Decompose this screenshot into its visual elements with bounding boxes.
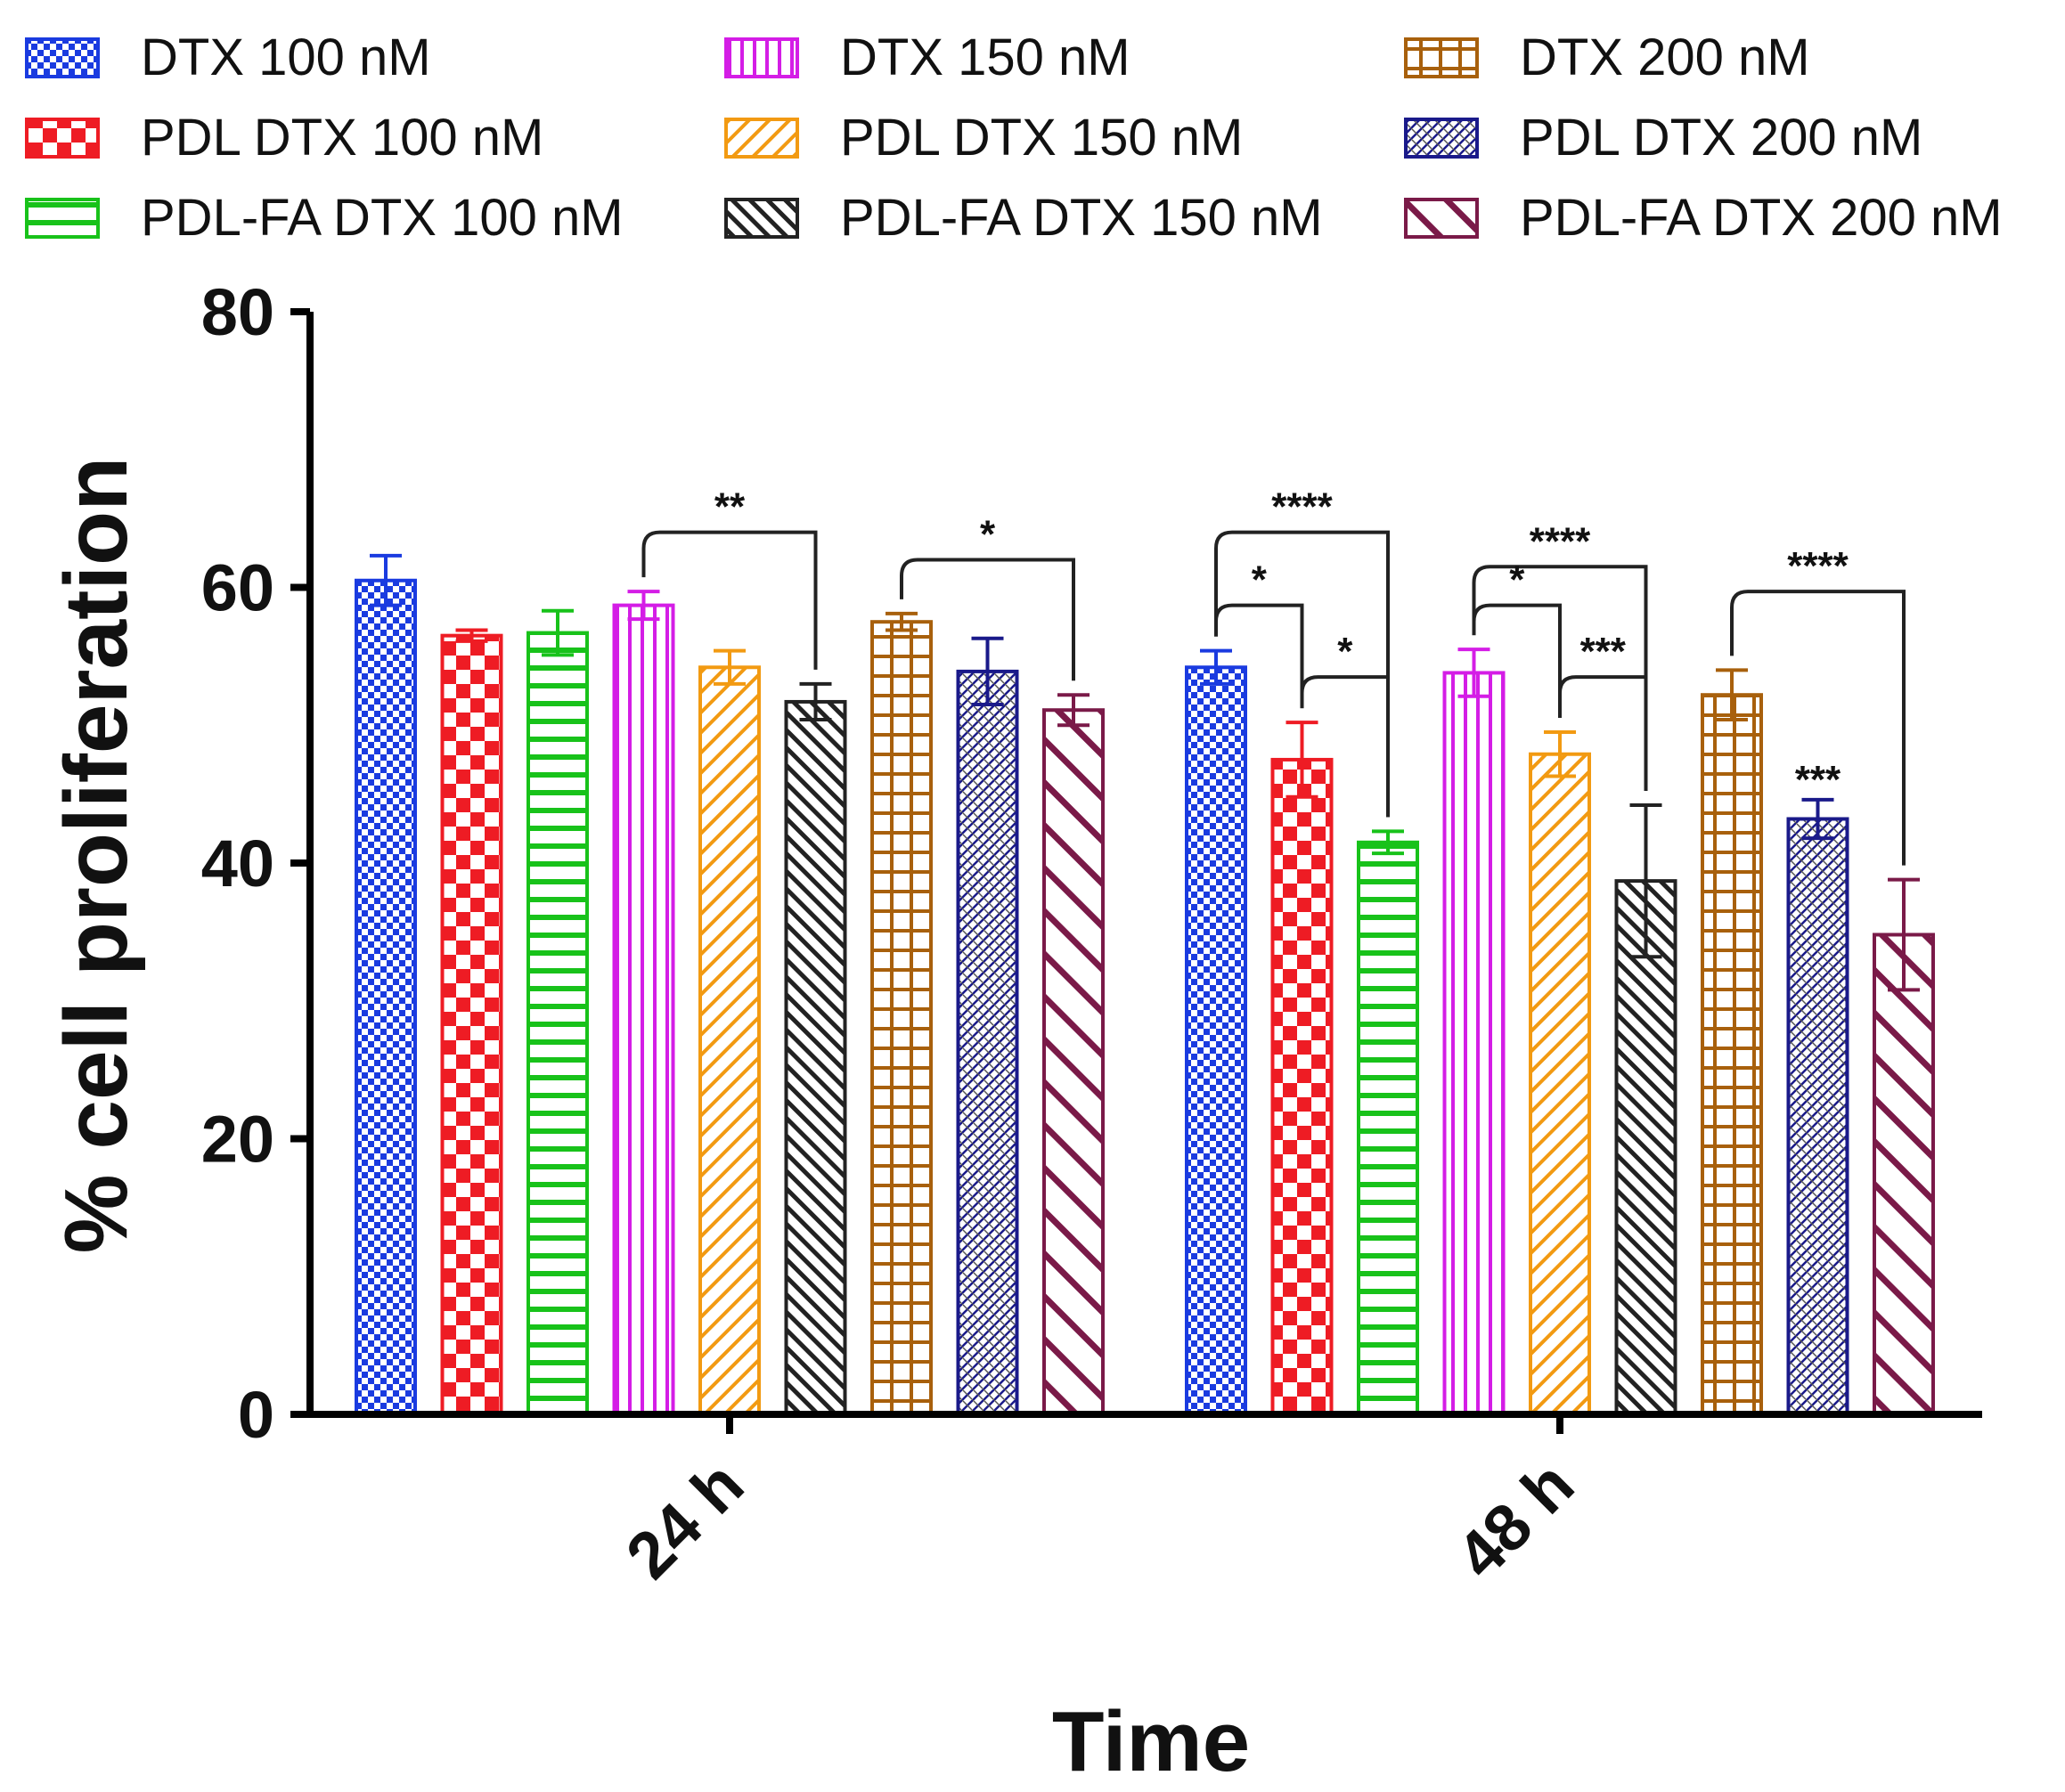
legend: DTX 100 nM PDL DTX 100 nM PDL-FA DTX 100 n…: [25, 29, 2003, 247]
bar-pdl-dtx-150-nm-24-h: [698, 665, 761, 1416]
bar-pdl-dtx-150-nm-48-h: [1529, 752, 1591, 1416]
legend-swatch: [25, 118, 100, 159]
bar-pdl-dtx-200-nm-48-h: [1786, 817, 1849, 1416]
y-axis-title: % cell proliferation: [46, 457, 146, 1254]
legend-swatch: [1404, 118, 1479, 159]
legend-swatch: [724, 118, 799, 159]
legend-item-pdl-dtx-100-nm: PDL DTX 100 nM: [25, 109, 543, 167]
legend-label: PDL-FA DTX 200 nM: [1520, 189, 2003, 247]
bar-pdl-fa-dtx-100-nm-48-h: [1357, 840, 1419, 1416]
bar-dtx-150-nm-24-h: [612, 603, 675, 1416]
error-bar-pdl-fa-dtx-150-nm-48-h: [1629, 803, 1662, 959]
legend-item-dtx-150-nm: DTX 150 nM: [724, 29, 1130, 86]
bar-pdl-fa-dtx-200-nm-48-h: [1873, 933, 1935, 1416]
y-tick-label: 0: [238, 1378, 274, 1452]
y-tick-label: 60: [201, 551, 274, 625]
error-bar-dtx-200-nm-24-h: [886, 611, 918, 632]
legend-label: PDL DTX 100 nM: [141, 109, 543, 167]
significance-label: ****: [1530, 519, 1591, 563]
error-bar-pdl-fa-dtx-100-nm-24-h: [542, 608, 574, 657]
significance-label: *: [980, 513, 996, 557]
error-bar-pdl-dtx-200-nm-24-h: [971, 636, 1004, 707]
significance-bracket: *: [1472, 558, 1562, 718]
y-tick-label: 20: [201, 1103, 274, 1177]
significance-bracket: *: [1300, 630, 1390, 818]
bar-dtx-200-nm-48-h: [1701, 693, 1763, 1416]
bar-dtx-100-nm-24-h: [355, 578, 417, 1416]
error-bar-pdl-dtx-150-nm-48-h: [1544, 729, 1576, 778]
significance-label: *: [1252, 558, 1268, 602]
bar-pdl-fa-dtx-100-nm-24-h: [526, 631, 589, 1416]
significance-label: *: [1509, 558, 1525, 602]
legend-swatch: [724, 37, 799, 78]
significance-bracket: ****: [1214, 485, 1390, 818]
error-bars: [370, 553, 1920, 992]
legend-swatch: [25, 198, 100, 239]
significance-bracket: *: [1214, 558, 1304, 709]
bars: [355, 578, 1935, 1416]
bar-pdl-fa-dtx-150-nm-48-h: [1614, 879, 1677, 1416]
error-bar-dtx-100-nm-48-h: [1200, 648, 1232, 686]
legend-item-pdl-fa-dtx-200-nm: PDL-FA DTX 200 nM: [1404, 189, 2003, 247]
x-tick-label-48-h: 48 h: [1442, 1447, 1588, 1592]
bar-pdl-fa-dtx-150-nm-24-h: [784, 699, 847, 1416]
bar-pdl-dtx-200-nm-24-h: [956, 669, 1019, 1416]
significance-label: **: [714, 485, 746, 529]
legend-swatch: [1404, 198, 1479, 239]
bar-pdl-dtx-100-nm-24-h: [440, 633, 503, 1416]
significance-label: ***: [1580, 630, 1627, 673]
significance-bracket: ****: [1730, 544, 1906, 866]
legend-item-pdl-fa-dtx-100-nm: PDL-FA DTX 100 nM: [25, 189, 624, 247]
significance-bracket: *: [900, 513, 1075, 681]
significance-bracket: ****: [1472, 519, 1648, 792]
bar-dtx-100-nm-48-h: [1185, 665, 1247, 1416]
legend-label: PDL-FA DTX 100 nM: [141, 189, 624, 247]
significance-bracket: **: [641, 485, 818, 670]
error-bar-pdl-dtx-150-nm-24-h: [714, 648, 746, 686]
error-bar-pdl-fa-dtx-150-nm-24-h: [799, 681, 832, 722]
significance-label: *: [1337, 630, 1353, 673]
y-tick-label: 80: [201, 275, 274, 349]
legend-swatch: [25, 37, 100, 78]
significance-label: ****: [1787, 544, 1849, 588]
y-tick-label: 40: [201, 827, 274, 900]
legend-item-pdl-dtx-150-nm: PDL DTX 150 nM: [724, 109, 1243, 167]
significance-annotations: ************************: [641, 485, 1906, 866]
error-bar-dtx-150-nm-48-h: [1457, 648, 1490, 698]
bar-dtx-200-nm-24-h: [870, 620, 933, 1416]
legend-item-dtx-200-nm: DTX 200 nM: [1404, 29, 1810, 86]
error-bar-dtx-200-nm-48-h: [1716, 668, 1748, 722]
legend-label: DTX 200 nM: [1520, 29, 1810, 86]
legend-item-pdl-dtx-200-nm: PDL DTX 200 nM: [1404, 109, 1922, 167]
legend-label: PDL DTX 200 nM: [1520, 109, 1922, 167]
error-bar-pdl-dtx-200-nm-48-h: [1801, 797, 1834, 841]
error-bar-pdl-dtx-100-nm-24-h: [455, 628, 488, 643]
legend-label: DTX 150 nM: [840, 29, 1130, 86]
legend-item-dtx-100-nm: DTX 100 nM: [25, 29, 431, 86]
bar-pdl-fa-dtx-200-nm-24-h: [1042, 708, 1105, 1416]
significance-label: ****: [1271, 485, 1333, 529]
legend-item-pdl-fa-dtx-150-nm: PDL-FA DTX 150 nM: [724, 189, 1323, 247]
legend-swatch: [1404, 37, 1479, 78]
error-bar-dtx-100-nm-24-h: [370, 553, 402, 607]
significance-bracket: ***: [1558, 630, 1648, 792]
legend-swatch: [724, 198, 799, 239]
error-bar-dtx-150-nm-24-h: [627, 590, 660, 622]
legend-label: PDL DTX 150 nM: [840, 109, 1243, 167]
bar-dtx-150-nm-48-h: [1442, 671, 1506, 1416]
bar-pdl-dtx-100-nm-48-h: [1270, 757, 1334, 1416]
x-tick-label-24-h: 24 h: [612, 1447, 757, 1592]
error-bar-pdl-fa-dtx-100-nm-48-h: [1372, 829, 1404, 856]
significance-label: ***: [1795, 758, 1841, 802]
error-bar-pdl-fa-dtx-200-nm-24-h: [1057, 693, 1090, 728]
significance-bracket: ***: [1795, 758, 1841, 802]
legend-label: DTX 100 nM: [141, 29, 431, 86]
x-axis-title: Time: [1052, 1694, 1250, 1789]
legend-label: PDL-FA DTX 150 nM: [840, 189, 1323, 247]
error-bar-pdl-fa-dtx-200-nm-48-h: [1888, 877, 1920, 992]
error-bar-pdl-dtx-100-nm-48-h: [1286, 721, 1318, 799]
